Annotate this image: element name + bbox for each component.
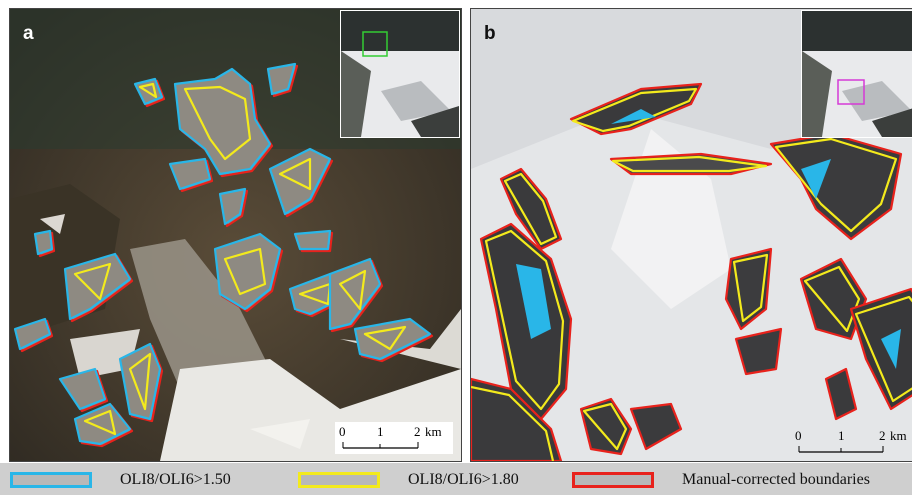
- legend-item-manual: Manual-corrected boundaries: [572, 469, 870, 491]
- scale-tick-label: 2: [414, 424, 421, 439]
- legend-swatch-blue: [10, 472, 92, 488]
- scale-unit: km: [890, 428, 907, 443]
- legend: OLI8/OLI6>1.50 OLI8/OLI6>1.80 Manual-cor…: [0, 463, 912, 495]
- inset-locator-box: [362, 31, 388, 57]
- glacier-outline: [218, 187, 249, 228]
- glacier-outline: [13, 317, 54, 353]
- rock-outcrop-outline: [479, 222, 573, 421]
- legend-label: Manual-corrected boundaries: [682, 471, 870, 488]
- glacier-outline: [328, 257, 384, 333]
- rock-outcrop-outline: [569, 82, 703, 136]
- legend-swatch-red: [572, 472, 654, 488]
- legend-swatch-yellow: [298, 472, 380, 488]
- glacier-outline: [213, 232, 284, 313]
- rock-outcrop-outline: [579, 397, 633, 456]
- rock-outcrop-outline: [724, 247, 773, 331]
- glacier-outline: [118, 342, 164, 423]
- scale-tick-label: 1: [838, 428, 845, 443]
- glacier-outline: [133, 77, 166, 108]
- inset-locator-box: [837, 79, 865, 105]
- rock-outcrop-outline: [824, 367, 858, 421]
- rock-outcrop-outline: [499, 167, 563, 251]
- glacier-outline: [58, 367, 109, 413]
- panel-label: a: [23, 23, 34, 44]
- glacier-outline: [33, 229, 56, 258]
- panel-label: b: [484, 23, 496, 44]
- legend-label: OLI8/OLI6>1.50: [120, 471, 231, 488]
- snow-patch: [250, 419, 310, 449]
- rock-outcrop-outline: [609, 152, 773, 176]
- scale-bar: 0 1 2 km: [791, 422, 912, 460]
- rock-outcrop-outline: [769, 132, 903, 241]
- rock-outcrop-outline: [629, 402, 683, 451]
- scale-tick-label: 1: [377, 424, 384, 439]
- rock-outcrop-outline: [849, 287, 912, 411]
- glacier-outline: [268, 147, 334, 218]
- rock-outcrop-outline: [471, 377, 563, 461]
- scale-tick-label: 2: [879, 428, 886, 443]
- panel-b-satellite-image: b 0 1 2 km: [470, 8, 912, 462]
- legend-item-ratio-1-50: OLI8/OLI6>1.50: [10, 469, 231, 491]
- snow-patch: [40, 214, 65, 234]
- panel-a-satellite-image: a 0 1 2 km: [9, 8, 462, 462]
- glacier-outline: [293, 229, 334, 253]
- glacier-outline: [168, 157, 214, 193]
- glacier-outline: [73, 402, 134, 448]
- location-inset-map: [801, 10, 912, 138]
- glacier-outline: [353, 317, 434, 363]
- scale-tick-label: 0: [795, 428, 802, 443]
- legend-label: OLI8/OLI6>1.80: [408, 471, 519, 488]
- scale-bar: 0 1 2 km: [335, 422, 453, 454]
- glacier-outline: [266, 62, 299, 98]
- snowfield-2: [340, 309, 461, 369]
- location-inset-map: [340, 10, 460, 138]
- legend-item-ratio-1-80: OLI8/OLI6>1.80: [298, 469, 519, 491]
- glacier-outline: [173, 67, 274, 178]
- scale-unit: km: [425, 424, 442, 439]
- scale-tick-label: 0: [339, 424, 346, 439]
- glacier-outline: [63, 252, 134, 323]
- rock-outcrop-outline: [734, 327, 783, 376]
